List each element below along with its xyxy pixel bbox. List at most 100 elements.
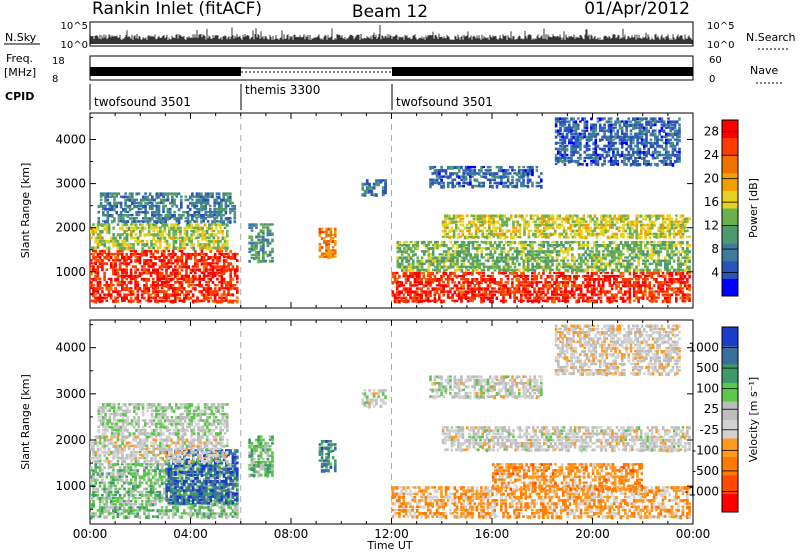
colorbar-swatch — [722, 493, 738, 513]
freq-label-1: Freq. — [6, 52, 33, 65]
colorbar-tick-label: 8 — [711, 242, 719, 256]
y-tick-label: 2000 — [55, 221, 86, 235]
data-blobs — [90, 324, 691, 520]
colorbar-swatch — [722, 401, 738, 420]
blob-5 — [318, 440, 337, 473]
colorbar-swatch — [722, 438, 738, 457]
blob-9 — [441, 426, 691, 453]
y-tick-label: 3000 — [55, 387, 86, 401]
colorbar-swatch — [722, 172, 738, 191]
y-tick-label: 1000 — [55, 479, 86, 493]
colorbar-tick-label: 100 — [696, 382, 719, 396]
beam-title: Beam 12 — [352, 2, 428, 22]
freq-right-tick-bottom: 0 — [709, 74, 715, 85]
y-tick-label: 4000 — [55, 341, 86, 355]
colorbar-swatch — [722, 137, 738, 156]
colorbar-swatch — [722, 260, 738, 279]
colorbar-swatch — [722, 456, 738, 476]
blob-8 — [441, 214, 691, 240]
x-axis-title: Time UT — [366, 539, 412, 552]
blob-10 — [429, 375, 543, 400]
colorbar-swatch — [722, 364, 738, 383]
colorbar-title: Power [dB] — [747, 178, 760, 238]
blob-3 — [248, 223, 274, 264]
blob-1 — [90, 223, 229, 251]
time-tick-label: 00:00 — [676, 527, 711, 541]
noise-bars — [90, 24, 693, 44]
colorbar-swatch — [722, 208, 738, 227]
freq-band-3 — [392, 67, 693, 76]
colorbar-swatch — [722, 345, 738, 365]
blob-9 — [429, 165, 543, 189]
colorbar-tick-label: 20 — [704, 172, 719, 186]
colorbar-swatch — [722, 190, 738, 209]
noise-right-tick-bottom: 10^0 — [707, 40, 734, 51]
cpid-strip: CPID twofsound 3501 themis 3300 twofsoun… — [5, 83, 493, 110]
colorbar-tick-label: 12 — [704, 219, 719, 233]
blob-8 — [492, 463, 644, 492]
colorbar-swatch — [722, 475, 738, 494]
colorbar-frame — [721, 119, 739, 297]
colorbar-swatch — [722, 327, 738, 346]
colorbar-swatch — [722, 278, 738, 297]
colorbar-tick-label: -500 — [692, 464, 719, 478]
colorbar-title: Velocity [m s⁻¹] — [747, 377, 760, 462]
noise-trace — [90, 24, 693, 44]
blob-3 — [97, 403, 229, 437]
cpid-label: CPID — [5, 90, 34, 103]
colorbar-frame — [721, 326, 739, 513]
blob-7 — [391, 486, 691, 520]
noise-strip: N.Sky 10^5 10^0 10^5 10^0 N.Search — [4, 21, 796, 51]
data-blobs — [90, 117, 691, 304]
colorbar-tick-label: 25 — [704, 402, 719, 416]
time-tick-label: 04:00 — [173, 527, 208, 541]
colorbar-swatch — [722, 225, 738, 244]
frequency-strip: Freq. [MHz] 18 8 60 0 Nave — [4, 52, 782, 85]
blob-4 — [248, 435, 274, 478]
blob-6 — [391, 271, 691, 304]
time-tick-label: 08:00 — [274, 527, 309, 541]
time-tick-label: 12:00 — [374, 527, 409, 541]
colorbar-swatch — [722, 155, 738, 174]
noise-left-tick-bottom: 10^0 — [61, 40, 88, 51]
time-axis-labels: 00:00 04:00 08:00 12:00 16:00 20:00 00:00 — [73, 527, 711, 541]
blob-0 — [90, 249, 239, 304]
freq-band-1 — [90, 67, 241, 76]
freq-right-tick-top: 60 — [709, 55, 722, 66]
velocity-panel: 1000 2000 3000 4000 Slant Range [km] 1000 500 1… — [19, 319, 760, 525]
colorbar-tick-label: 16 — [704, 195, 719, 209]
noise-right-label: N.Search — [746, 31, 796, 44]
y-tick-label: 1000 — [55, 265, 86, 279]
blob-6 — [361, 389, 387, 409]
power-panel: 1000 2000 3000 4000 Slant Range [km] 4 8 12 16 20… — [19, 112, 760, 309]
colorbar-swatch — [722, 243, 738, 262]
y-axis-title: Slant Range [km] — [19, 163, 32, 259]
freq-label-2: [MHz] — [4, 66, 36, 79]
station-title: Rankin Inlet (fitACF) — [92, 0, 262, 19]
blob-10 — [554, 117, 681, 167]
blob-11 — [554, 324, 681, 377]
colorbar-swatch — [722, 382, 738, 402]
colorbar-tick-label: -100 — [692, 443, 719, 457]
time-tick-label: 00:00 — [73, 527, 108, 541]
colorbar-tick-label: 1000 — [688, 341, 719, 355]
blob-4 — [318, 227, 337, 260]
colorbar-tick-label: 4 — [711, 266, 719, 280]
cpid-segment-3: twofsound 3501 — [396, 95, 493, 109]
time-tick-label: 20:00 — [575, 527, 610, 541]
y-axis-title: Slant Range [km] — [19, 374, 32, 470]
freq-left-tick-bottom: 8 — [52, 74, 58, 85]
colorbar-tick-label: 28 — [704, 125, 719, 139]
colorbar-swatch — [722, 120, 738, 139]
noise-left-tick-top: 10^5 — [61, 21, 88, 32]
blob-7 — [396, 240, 691, 273]
nave-label: Nave — [750, 64, 778, 77]
y-tick-label: 2000 — [55, 433, 86, 447]
cpid-segment-1: twofsound 3501 — [94, 95, 191, 109]
noise-left-label: N.Sky — [5, 31, 37, 44]
noise-right-tick-top: 10^5 — [707, 21, 734, 32]
freq-left-tick-top: 18 — [52, 56, 65, 67]
colorbar-tick-label: 500 — [696, 361, 719, 375]
colorbar-tick-label: 24 — [704, 148, 719, 162]
